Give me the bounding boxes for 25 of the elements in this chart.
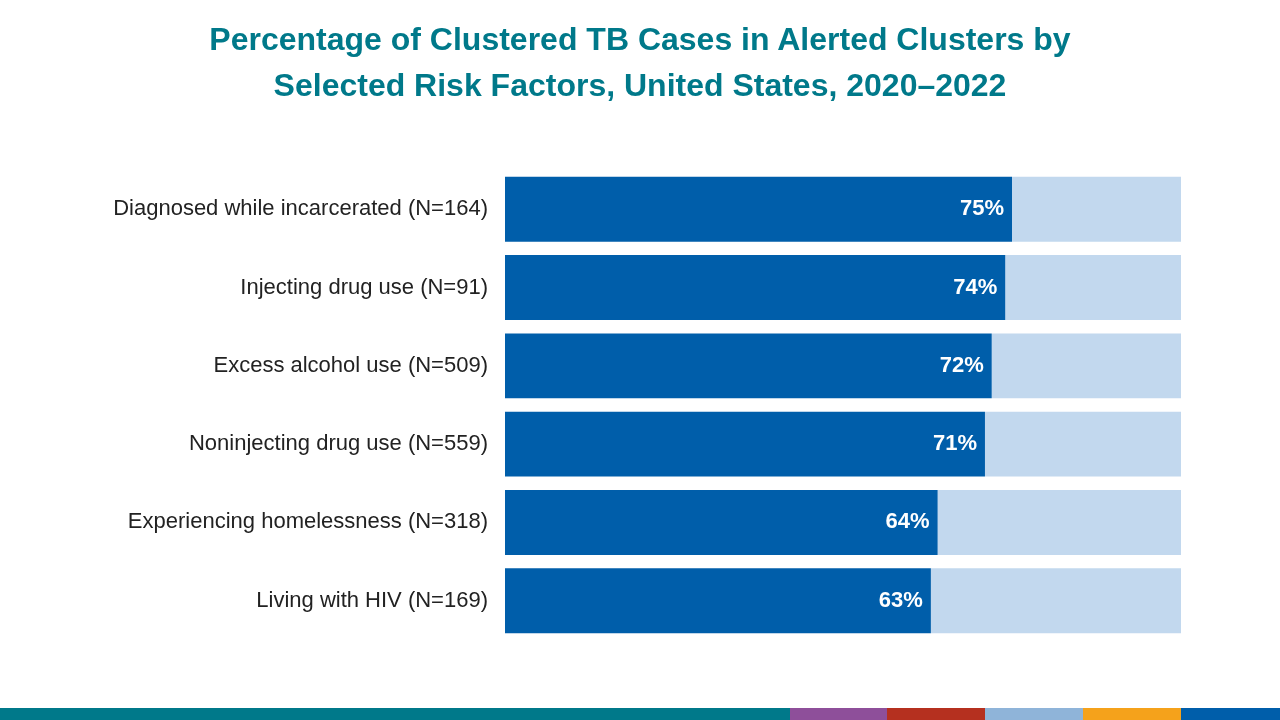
- bar: [505, 333, 992, 399]
- data-label: 74%: [953, 273, 998, 299]
- bar: [937, 489, 1181, 555]
- bar: [505, 176, 1012, 242]
- bar: [991, 333, 1181, 399]
- bar: [505, 489, 938, 555]
- bar: [984, 411, 1181, 477]
- y-tick-label: Noninjecting drug use (N=559): [188, 430, 488, 456]
- y-tick-label: Excess alcohol use (N=509): [213, 351, 488, 377]
- bar: [1012, 176, 1181, 242]
- data-label: 72%: [939, 351, 984, 377]
- data-label: 71%: [932, 430, 977, 456]
- y-tick-label: Experiencing homelessness (N=318): [127, 508, 488, 534]
- y-tick-label: Diagnosed while incarcerated (N=164): [113, 195, 488, 221]
- bar: [505, 568, 931, 634]
- data-label: 64%: [885, 508, 930, 534]
- data-label: 63%: [878, 586, 923, 612]
- data-label: 75%: [959, 195, 1004, 221]
- bar: [930, 568, 1181, 634]
- y-tick-label: Injecting drug use (N=91): [240, 273, 488, 299]
- bar: [505, 411, 985, 477]
- chart-title: Percentage of Clustered TB Cases in Alerted Clusters by Selected Risk Factors, United States, 2020–2022: [208, 20, 1072, 105]
- bar: [505, 255, 1006, 321]
- y-tick-label: Living with HIV (N=169): [256, 586, 488, 612]
- bar: [1005, 255, 1181, 321]
